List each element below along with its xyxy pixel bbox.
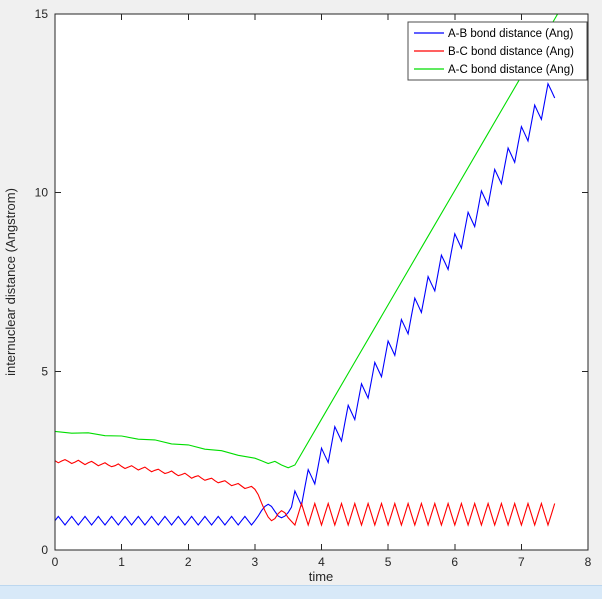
y-tick-labels: 0 5 10 15 (35, 7, 49, 557)
x-tick-label: 5 (385, 555, 392, 569)
bottom-strip (0, 585, 602, 599)
y-tick-label: 0 (41, 543, 48, 557)
x-tick-label: 6 (451, 555, 458, 569)
x-tick-label: 0 (52, 555, 59, 569)
y-tick-label: 5 (41, 364, 48, 378)
axes-box (54, 13, 589, 551)
line-b-c-bond-distance-ang (55, 458, 556, 527)
legend-label-bc: B-C bond distance (Ang) (448, 46, 574, 58)
line-a-b-bond-distance-ang (55, 81, 556, 526)
x-tick-label: 8 (585, 555, 592, 569)
legend-label-ab: A-B bond distance (Ang) (448, 28, 573, 40)
x-tick-label: 3 (252, 555, 259, 569)
x-tick-label: 4 (318, 555, 325, 569)
legend[interactable]: A-B bond distance (Ang) B-C bond distanc… (407, 21, 588, 81)
legend-label-ac: A-C bond distance (Ang) (448, 64, 574, 76)
series-lines (55, 14, 559, 527)
plot-area (55, 14, 588, 550)
x-tick-label: 1 (118, 555, 125, 569)
x-tick-label: 2 (185, 555, 192, 569)
y-axis-label: internuclear distance (Angstrom) (3, 188, 18, 376)
x-tick-label: 7 (518, 555, 525, 569)
plot-canvas: 0 1 2 3 4 5 6 7 8 0 5 10 15 time internuclear dista… (3, 7, 592, 584)
x-tick-labels: 0 1 2 3 4 5 6 7 8 (52, 555, 592, 569)
y-tick-label: 15 (35, 7, 49, 21)
x-axis-label: time (309, 569, 334, 584)
y-tick-label: 10 (35, 186, 49, 200)
line-a-c-bond-distance-ang (55, 14, 559, 469)
